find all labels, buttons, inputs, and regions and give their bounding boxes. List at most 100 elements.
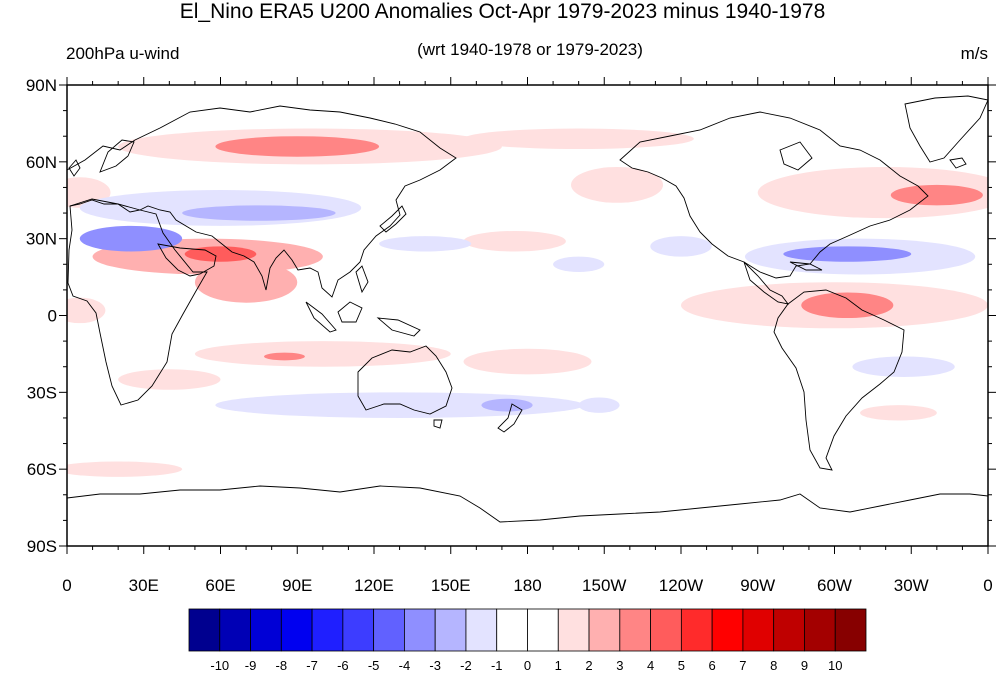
colorbar-label: -4 [399, 658, 411, 673]
colorbar-swatch [742, 608, 775, 652]
colorbar-label: 4 [647, 658, 654, 673]
anomaly-region-s-america-negative [852, 356, 955, 377]
lon-label-0: 0 [983, 576, 992, 595]
colorbar-label: 1 [555, 658, 562, 673]
lon-label-120W: 120W [659, 576, 703, 595]
colorbar-label: 0 [524, 658, 531, 673]
lon-label-0: 0 [62, 576, 71, 595]
anomaly-region-s-pacific-positive [463, 348, 592, 375]
anomaly-region-tropical-atlantic-core [801, 292, 894, 319]
colorbar-swatch [188, 608, 221, 652]
colorbar-swatch [650, 608, 682, 652]
anomaly-region-s-pacific-negative-small [578, 397, 620, 413]
colorbar-swatch [496, 608, 528, 652]
lon-label-120E: 120E [354, 576, 394, 595]
lon-label-90W: 90W [740, 576, 775, 595]
colorbar-swatch [773, 608, 805, 652]
anomaly-region-c-pacific-negative [553, 256, 605, 272]
colorbar-label: 5 [678, 658, 685, 673]
anomaly-region-atlantic-high-lat-core [890, 184, 983, 206]
anomaly-region-new-zealand-core [481, 398, 533, 412]
colorbar-label: 7 [739, 658, 746, 673]
colorbar-swatch [342, 608, 375, 652]
anomaly-region-central-asia-negative [182, 205, 336, 221]
anomaly-region-eurasia-jet-core-negative [79, 225, 183, 252]
coastline-sumatra [305, 301, 337, 333]
colorbar-swatch [804, 608, 836, 652]
colorbar-label: -1 [491, 658, 503, 673]
lon-label-180: 180 [513, 576, 541, 595]
colorbar-swatch [465, 608, 498, 652]
coastline-antarctica [67, 485, 988, 523]
plot-title: El_Nino ERA5 U200 Anomalies Oct-Apr 1979… [179, 0, 826, 23]
coastline-greenland [904, 95, 988, 163]
map-plot-area [67, 95, 988, 523]
colorbar-label: -9 [245, 658, 257, 673]
colorbar-swatch [680, 608, 713, 652]
anomaly-fields [67, 128, 988, 477]
colorbar-swatch [588, 608, 621, 652]
colorbar-swatch [557, 608, 590, 652]
colorbar-label: -6 [337, 658, 349, 673]
coastline-cuba [789, 261, 823, 271]
coastline-philippines [355, 265, 369, 294]
anomaly-region-s-atlantic-indian-positive [118, 369, 221, 390]
anomaly-region-s-indian-positive [194, 341, 451, 367]
lon-label-90E: 90E [282, 576, 312, 595]
colorbar-label: 2 [585, 658, 592, 673]
colorbar-swatch [834, 608, 867, 652]
colorbar: -10 -9 -8 -7 -6 -5 -4 -3 -2 -1 0 1 2 3 4 5 6 7 8 9 10 [188, 608, 867, 673]
colorbar-label: 3 [616, 658, 623, 673]
colorbar-swatch [404, 608, 436, 652]
colorbar-swatch [311, 608, 344, 652]
colorbar-swatch [527, 608, 559, 652]
coastline-south-america [773, 289, 905, 471]
colorbar-swatch [619, 608, 651, 652]
anomaly-region-n-pacific-positive [463, 230, 566, 252]
lon-label-60W: 60W [817, 576, 852, 595]
lat-label-90N: 90N [26, 76, 57, 95]
lon-label-60E: 60E [205, 576, 235, 595]
coastline-eurasia [67, 105, 457, 298]
coastline-britain [68, 159, 81, 177]
anomaly-region-southern-ocean-positive [67, 461, 183, 477]
lat-label-90S: 90S [27, 537, 57, 556]
coastline-japan [379, 205, 407, 233]
anomaly-region-atlantic-high-lat-positive [757, 166, 988, 219]
colorbar-label: -3 [429, 658, 441, 673]
anomaly-region-e-atlantic-positive [67, 297, 106, 324]
coastline-tasmania [433, 419, 443, 429]
colorbar-swatch [434, 608, 467, 652]
variable-label: 200hPa u-wind [66, 44, 180, 63]
anomaly-region-s-atlantic-positive [860, 405, 937, 421]
lon-label-30W: 30W [894, 576, 929, 595]
coastline-new-zealand [497, 403, 523, 433]
colorbar-label: 9 [801, 658, 808, 673]
lat-label-60S: 60S [27, 460, 57, 479]
anomaly-region-s-hemisphere-negative [215, 392, 584, 418]
units-label: m/s [960, 44, 988, 63]
colorbar-label: -8 [276, 658, 288, 673]
colorbar-label: 6 [709, 658, 716, 673]
lon-label-150E: 150E [431, 576, 471, 595]
colorbar-swatch [219, 608, 251, 652]
colorbar-label: -10 [210, 658, 229, 673]
coastlines [67, 95, 988, 523]
coastline-borneo [337, 301, 363, 323]
anomaly-region-india-positive [194, 261, 298, 303]
lat-label-60N: 60N [26, 153, 57, 172]
coastline-new-guinea [376, 317, 421, 337]
lon-label-150W: 150W [582, 576, 626, 595]
coastline-arabia [157, 243, 217, 277]
anomaly-region-n-america-arctic-positive [570, 166, 664, 203]
anomaly-region-s-indian-core [263, 352, 305, 361]
colorbar-swatch [373, 608, 405, 652]
lat-label-30S: 30S [27, 383, 57, 402]
lat-label-30N: 30N [26, 230, 57, 249]
coastline-africa [67, 198, 208, 406]
colorbar-label: -2 [460, 658, 472, 673]
colorbar-swatch [711, 608, 744, 652]
coastline-hudson-bay [779, 141, 813, 171]
anomaly-region-w-pacific-negative [379, 236, 472, 252]
